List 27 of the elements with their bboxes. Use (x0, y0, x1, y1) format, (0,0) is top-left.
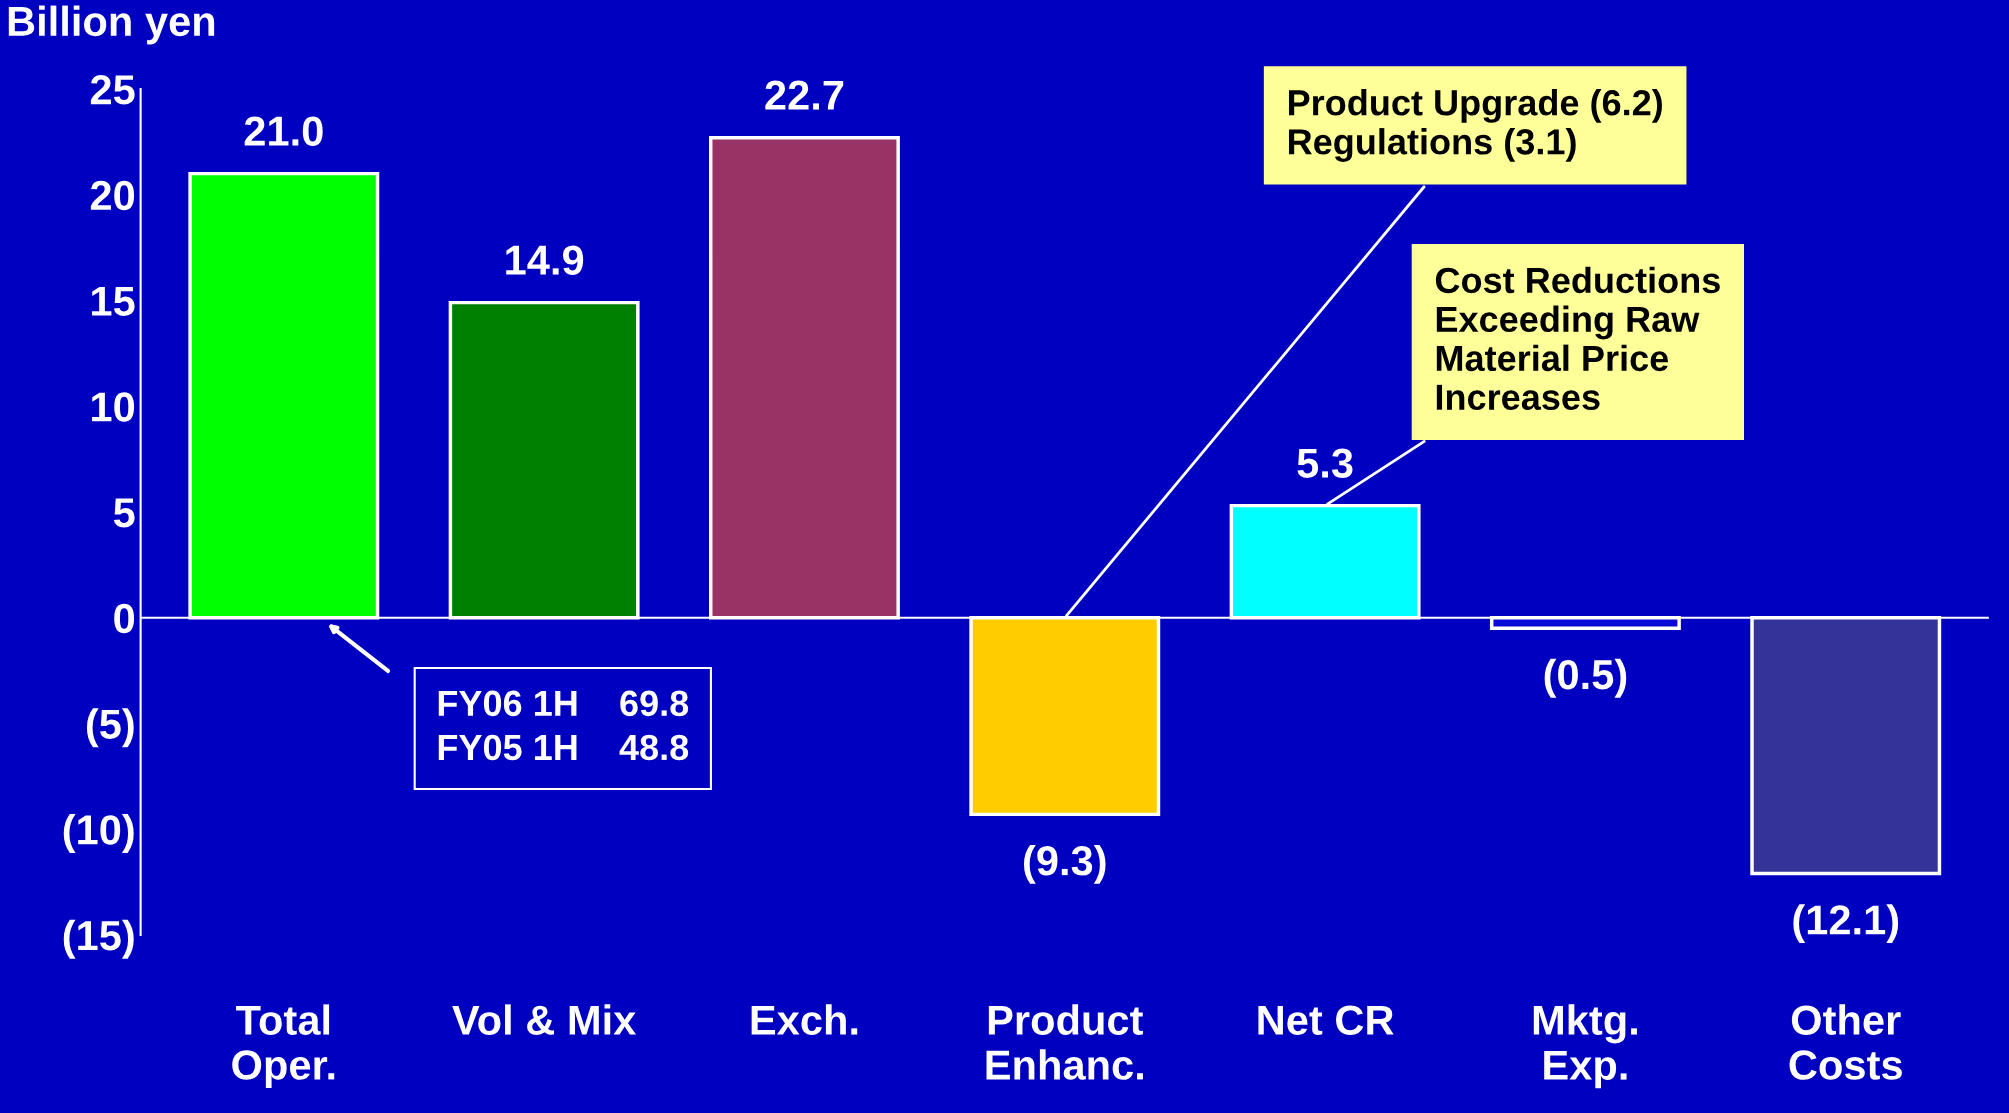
y-tick-label: 25 (90, 75, 135, 105)
x-tick-label: Product Enhanc. (986, 1004, 1143, 1080)
y-tick-label: (15) (63, 919, 134, 959)
y-axis-title: Billion yen (8, 5, 215, 45)
x-tick-label: Mktg. Exp. (1533, 1004, 1637, 1089)
data-label: 14.9 (506, 245, 584, 275)
data-label: (0.5) (1544, 658, 1627, 698)
annotation: Cost Reductions Exceeding Raw Material Price Increases (1435, 266, 1720, 411)
y-tick-label: 20 (90, 180, 135, 211)
x-tick-label: Other Costs (1789, 1004, 1902, 1080)
y-tick-label: 5 (113, 498, 135, 528)
x-tick-label: Vol & Mix (452, 1004, 637, 1035)
y-tick-label: 10 (92, 392, 135, 422)
y-tick-label: 15 (92, 286, 135, 317)
annotation: FY06 1H 69.8 FY05 1H 48.8 (438, 690, 689, 761)
data-label: 21.0 (244, 116, 323, 146)
y-tick-label: (5) (86, 708, 134, 748)
x-tick-label: Exch. (751, 1004, 858, 1035)
y-tick-label: 0 (114, 603, 135, 634)
annotation: Product Upgrade (6.2) Regulations (3.1) (1288, 89, 1662, 162)
x-tick-label: Net CR (1258, 1005, 1394, 1035)
data-label: (12.1) (1793, 904, 1899, 943)
data-label: 5.3 (1297, 448, 1353, 479)
data-label: (9.3) (1024, 844, 1106, 884)
x-tick-label: Total Oper. (232, 1004, 335, 1089)
data-label: 22.7 (765, 80, 844, 110)
y-tick-label: (10) (63, 814, 134, 853)
